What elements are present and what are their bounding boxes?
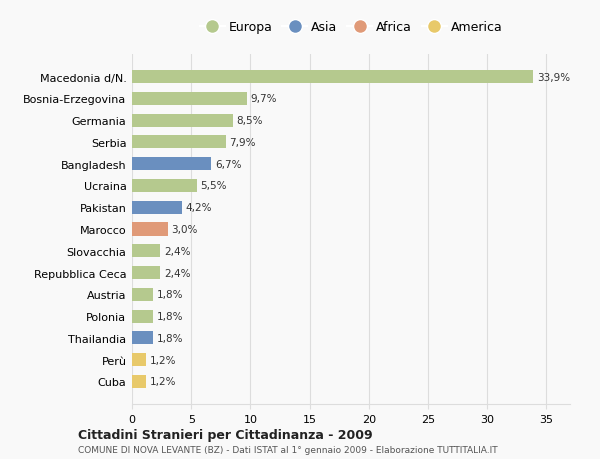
- Text: 5,5%: 5,5%: [200, 181, 227, 191]
- Bar: [132, 375, 146, 388]
- Text: COMUNE DI NOVA LEVANTE (BZ) - Dati ISTAT al 1° gennaio 2009 - Elaborazione TUTTI: COMUNE DI NOVA LEVANTE (BZ) - Dati ISTAT…: [78, 445, 497, 454]
- Bar: [132, 158, 211, 171]
- Legend: Europa, Asia, Africa, America: Europa, Asia, Africa, America: [194, 16, 508, 39]
- Text: 1,8%: 1,8%: [157, 333, 184, 343]
- Text: 8,5%: 8,5%: [236, 116, 263, 126]
- Text: 1,8%: 1,8%: [157, 311, 184, 321]
- Bar: [132, 93, 247, 106]
- Text: 6,7%: 6,7%: [215, 159, 241, 169]
- Bar: [132, 331, 154, 345]
- Text: 1,2%: 1,2%: [150, 376, 176, 386]
- Bar: [132, 114, 233, 128]
- Bar: [132, 223, 167, 236]
- Text: 7,9%: 7,9%: [229, 138, 256, 148]
- Text: 1,2%: 1,2%: [150, 355, 176, 365]
- Bar: [132, 353, 146, 366]
- Text: 1,8%: 1,8%: [157, 290, 184, 300]
- Bar: [132, 266, 160, 280]
- Bar: [132, 288, 154, 301]
- Text: 3,0%: 3,0%: [171, 224, 197, 235]
- Text: 33,9%: 33,9%: [537, 73, 570, 83]
- Bar: [132, 201, 182, 214]
- Text: Cittadini Stranieri per Cittadinanza - 2009: Cittadini Stranieri per Cittadinanza - 2…: [78, 428, 373, 441]
- Text: 2,4%: 2,4%: [164, 246, 190, 256]
- Bar: [132, 71, 533, 84]
- Bar: [132, 179, 197, 193]
- Text: 2,4%: 2,4%: [164, 268, 190, 278]
- Bar: [132, 310, 154, 323]
- Bar: [132, 136, 226, 149]
- Text: 4,2%: 4,2%: [185, 203, 212, 213]
- Text: 9,7%: 9,7%: [250, 94, 277, 104]
- Bar: [132, 245, 160, 258]
